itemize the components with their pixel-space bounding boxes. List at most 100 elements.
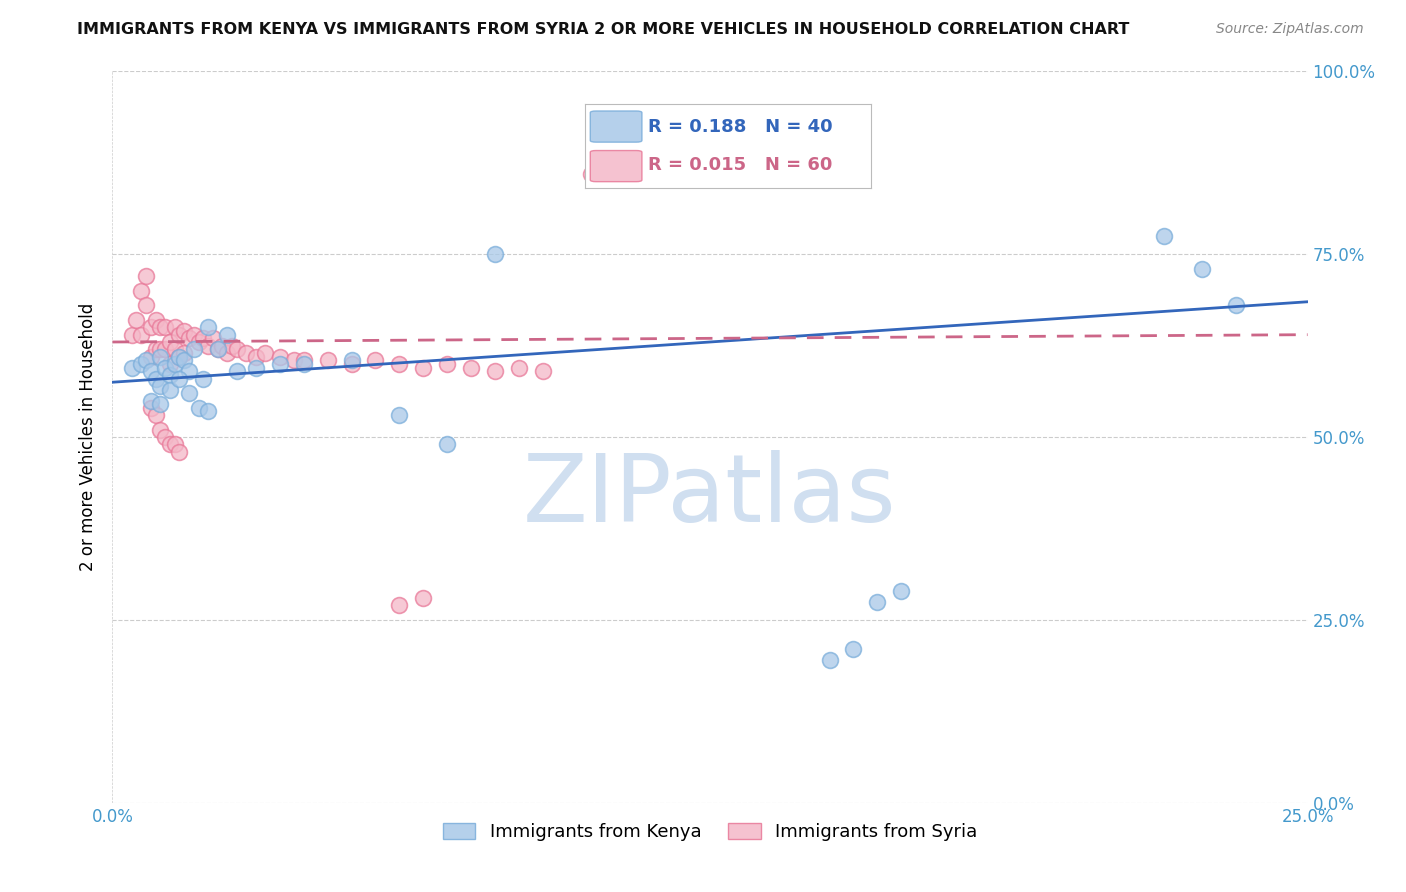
- Text: IMMIGRANTS FROM KENYA VS IMMIGRANTS FROM SYRIA 2 OR MORE VEHICLES IN HOUSEHOLD C: IMMIGRANTS FROM KENYA VS IMMIGRANTS FROM…: [77, 22, 1129, 37]
- Point: [436, 357, 458, 371]
- Point: [197, 404, 219, 418]
- Point: [1153, 228, 1175, 243]
- Text: Source: ZipAtlas.com: Source: ZipAtlas.com: [1216, 22, 1364, 37]
- Point: [145, 343, 167, 357]
- Point: [159, 368, 181, 382]
- Point: [579, 167, 602, 181]
- Point: [139, 401, 162, 415]
- Point: [129, 284, 152, 298]
- Point: [651, 123, 673, 137]
- Point: [135, 269, 157, 284]
- Point: [177, 364, 200, 378]
- Point: [153, 360, 176, 375]
- Point: [163, 320, 186, 334]
- Point: [1225, 298, 1247, 312]
- Point: [436, 437, 458, 451]
- Point: [125, 313, 148, 327]
- Point: [177, 331, 200, 345]
- Y-axis label: 2 or more Vehicles in Household: 2 or more Vehicles in Household: [79, 303, 97, 571]
- Point: [149, 397, 172, 411]
- Point: [153, 430, 176, 444]
- Point: [412, 591, 434, 605]
- Point: [149, 320, 172, 334]
- Point: [201, 331, 224, 345]
- Point: [163, 437, 186, 451]
- Text: ZIPatlas: ZIPatlas: [523, 450, 897, 541]
- Point: [269, 357, 291, 371]
- Point: [508, 360, 530, 375]
- Point: [207, 343, 229, 357]
- Point: [292, 357, 315, 371]
- Point: [183, 327, 205, 342]
- Point: [340, 353, 363, 368]
- Point: [484, 247, 506, 261]
- Point: [149, 343, 172, 357]
- Point: [149, 379, 172, 393]
- Point: [187, 401, 209, 415]
- Point: [159, 383, 181, 397]
- Point: [890, 583, 912, 598]
- Point: [412, 360, 434, 375]
- Point: [388, 357, 411, 371]
- Point: [145, 408, 167, 422]
- Point: [842, 642, 865, 657]
- Point: [163, 343, 186, 357]
- Point: [340, 357, 363, 371]
- Point: [866, 594, 889, 608]
- Point: [221, 338, 243, 352]
- Point: [197, 320, 219, 334]
- Point: [235, 346, 257, 360]
- Point: [121, 360, 143, 375]
- Point: [149, 350, 172, 364]
- Point: [211, 338, 233, 352]
- Point: [153, 320, 176, 334]
- Point: [364, 353, 387, 368]
- Point: [145, 313, 167, 327]
- Point: [254, 346, 277, 360]
- Point: [169, 327, 191, 342]
- Point: [135, 353, 157, 368]
- Legend: Immigrants from Kenya, Immigrants from Syria: Immigrants from Kenya, Immigrants from S…: [436, 816, 984, 848]
- Point: [139, 320, 162, 334]
- Point: [163, 357, 186, 371]
- Point: [484, 364, 506, 378]
- Point: [217, 346, 239, 360]
- Point: [139, 350, 162, 364]
- Point: [121, 327, 143, 342]
- Point: [193, 331, 215, 345]
- Point: [245, 350, 267, 364]
- Point: [1191, 261, 1213, 276]
- Point: [159, 334, 181, 349]
- Point: [159, 357, 181, 371]
- Point: [283, 353, 305, 368]
- Point: [183, 343, 205, 357]
- Point: [245, 360, 267, 375]
- Point: [169, 350, 191, 364]
- Point: [460, 360, 482, 375]
- Point: [153, 343, 176, 357]
- Point: [177, 386, 200, 401]
- Point: [149, 423, 172, 437]
- Point: [269, 350, 291, 364]
- Point: [316, 353, 339, 368]
- Point: [139, 393, 162, 408]
- Point: [388, 599, 411, 613]
- Point: [169, 371, 191, 385]
- Point: [187, 334, 209, 349]
- Point: [193, 371, 215, 385]
- Point: [129, 357, 152, 371]
- Point: [818, 653, 841, 667]
- Point: [169, 350, 191, 364]
- Point: [225, 343, 247, 357]
- Point: [292, 353, 315, 368]
- Point: [159, 437, 181, 451]
- Point: [169, 444, 191, 458]
- Point: [129, 327, 152, 342]
- Point: [531, 364, 554, 378]
- Point: [173, 353, 195, 368]
- Point: [145, 371, 167, 385]
- Point: [135, 298, 157, 312]
- Point: [388, 408, 411, 422]
- Point: [207, 343, 229, 357]
- Point: [139, 364, 162, 378]
